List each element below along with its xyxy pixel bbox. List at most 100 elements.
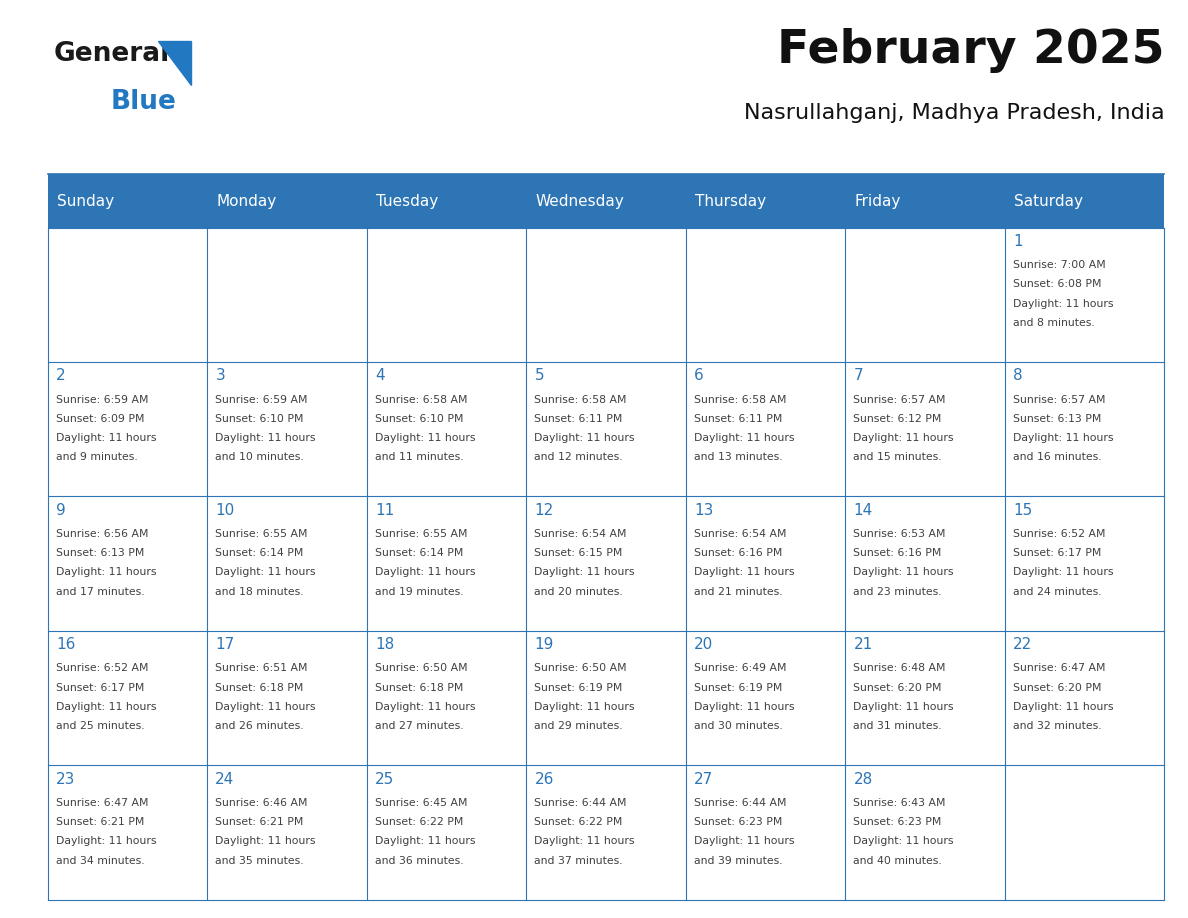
Text: Nasrullahganj, Madhya Pradesh, India: Nasrullahganj, Madhya Pradesh, India: [744, 103, 1164, 123]
Text: and 36 minutes.: and 36 minutes.: [375, 856, 463, 866]
Text: Daylight: 11 hours: Daylight: 11 hours: [1013, 702, 1113, 711]
Text: Sunrise: 6:58 AM: Sunrise: 6:58 AM: [375, 395, 467, 405]
Text: Sunset: 6:13 PM: Sunset: 6:13 PM: [1013, 414, 1101, 424]
Text: Sunset: 6:17 PM: Sunset: 6:17 PM: [56, 683, 144, 692]
Text: 27: 27: [694, 772, 713, 787]
Text: Sunrise: 6:58 AM: Sunrise: 6:58 AM: [694, 395, 786, 405]
Text: Tuesday: Tuesday: [377, 194, 438, 208]
Text: Sunrise: 6:51 AM: Sunrise: 6:51 AM: [215, 664, 308, 673]
Text: Sunrise: 6:53 AM: Sunrise: 6:53 AM: [853, 529, 946, 539]
Text: Daylight: 11 hours: Daylight: 11 hours: [375, 567, 475, 577]
Text: 11: 11: [375, 503, 394, 518]
Text: 24: 24: [215, 772, 234, 787]
Text: Sunset: 6:12 PM: Sunset: 6:12 PM: [853, 414, 942, 424]
Text: Sunset: 6:10 PM: Sunset: 6:10 PM: [215, 414, 304, 424]
Text: Sunset: 6:14 PM: Sunset: 6:14 PM: [375, 548, 463, 558]
Text: Daylight: 11 hours: Daylight: 11 hours: [215, 702, 316, 711]
Text: and 27 minutes.: and 27 minutes.: [375, 722, 463, 731]
Text: 4: 4: [375, 368, 385, 384]
Text: Daylight: 11 hours: Daylight: 11 hours: [215, 433, 316, 443]
Text: and 10 minutes.: and 10 minutes.: [215, 453, 304, 463]
Text: Daylight: 11 hours: Daylight: 11 hours: [56, 433, 157, 443]
Text: Sunrise: 6:54 AM: Sunrise: 6:54 AM: [694, 529, 786, 539]
Text: and 31 minutes.: and 31 minutes.: [853, 722, 942, 731]
Text: and 17 minutes.: and 17 minutes.: [56, 587, 145, 597]
Text: 26: 26: [535, 772, 554, 787]
Text: Sunrise: 6:54 AM: Sunrise: 6:54 AM: [535, 529, 627, 539]
Text: 22: 22: [1013, 637, 1032, 653]
Text: Sunrise: 6:50 AM: Sunrise: 6:50 AM: [535, 664, 627, 673]
Text: Sunrise: 6:56 AM: Sunrise: 6:56 AM: [56, 529, 148, 539]
Text: Daylight: 11 hours: Daylight: 11 hours: [694, 567, 795, 577]
Text: 2: 2: [56, 368, 65, 384]
Text: and 11 minutes.: and 11 minutes.: [375, 453, 463, 463]
Text: Saturday: Saturday: [1015, 194, 1083, 208]
Text: Sunrise: 6:47 AM: Sunrise: 6:47 AM: [56, 798, 148, 808]
Text: Sunrise: 6:49 AM: Sunrise: 6:49 AM: [694, 664, 786, 673]
Text: Sunset: 6:23 PM: Sunset: 6:23 PM: [853, 817, 942, 827]
Text: Sunset: 6:10 PM: Sunset: 6:10 PM: [375, 414, 463, 424]
Text: Sunset: 6:11 PM: Sunset: 6:11 PM: [694, 414, 783, 424]
Text: Daylight: 11 hours: Daylight: 11 hours: [535, 836, 634, 846]
Text: and 20 minutes.: and 20 minutes.: [535, 587, 624, 597]
Text: and 29 minutes.: and 29 minutes.: [535, 722, 623, 731]
Text: Daylight: 11 hours: Daylight: 11 hours: [535, 433, 634, 443]
Text: Sunrise: 6:50 AM: Sunrise: 6:50 AM: [375, 664, 468, 673]
Text: 28: 28: [853, 772, 873, 787]
Text: and 19 minutes.: and 19 minutes.: [375, 587, 463, 597]
Text: Sunrise: 6:52 AM: Sunrise: 6:52 AM: [1013, 529, 1106, 539]
Text: 13: 13: [694, 503, 713, 518]
Text: Sunset: 6:08 PM: Sunset: 6:08 PM: [1013, 279, 1101, 289]
Text: 1: 1: [1013, 234, 1023, 249]
Text: Sunset: 6:22 PM: Sunset: 6:22 PM: [375, 817, 463, 827]
Text: and 9 minutes.: and 9 minutes.: [56, 453, 138, 463]
Text: Sunrise: 6:44 AM: Sunrise: 6:44 AM: [694, 798, 786, 808]
Text: and 21 minutes.: and 21 minutes.: [694, 587, 783, 597]
Text: Sunset: 6:22 PM: Sunset: 6:22 PM: [535, 817, 623, 827]
Text: 5: 5: [535, 368, 544, 384]
Text: Sunrise: 6:45 AM: Sunrise: 6:45 AM: [375, 798, 467, 808]
Polygon shape: [158, 41, 191, 85]
Text: Sunrise: 6:55 AM: Sunrise: 6:55 AM: [215, 529, 308, 539]
Text: Sunset: 6:19 PM: Sunset: 6:19 PM: [535, 683, 623, 692]
Text: Friday: Friday: [854, 194, 901, 208]
Text: Thursday: Thursday: [695, 194, 766, 208]
Text: 6: 6: [694, 368, 703, 384]
Text: Daylight: 11 hours: Daylight: 11 hours: [56, 567, 157, 577]
Text: Sunset: 6:13 PM: Sunset: 6:13 PM: [56, 548, 144, 558]
Text: and 15 minutes.: and 15 minutes.: [853, 453, 942, 463]
Text: Sunset: 6:16 PM: Sunset: 6:16 PM: [853, 548, 942, 558]
Text: 25: 25: [375, 772, 394, 787]
Text: and 39 minutes.: and 39 minutes.: [694, 856, 783, 866]
Text: Daylight: 11 hours: Daylight: 11 hours: [56, 702, 157, 711]
Text: and 30 minutes.: and 30 minutes.: [694, 722, 783, 731]
Text: Sunset: 6:18 PM: Sunset: 6:18 PM: [375, 683, 463, 692]
Text: Sunset: 6:14 PM: Sunset: 6:14 PM: [215, 548, 304, 558]
Text: Daylight: 11 hours: Daylight: 11 hours: [853, 433, 954, 443]
Text: and 32 minutes.: and 32 minutes.: [1013, 722, 1101, 731]
Text: 23: 23: [56, 772, 75, 787]
Text: Daylight: 11 hours: Daylight: 11 hours: [535, 567, 634, 577]
Text: Sunrise: 6:59 AM: Sunrise: 6:59 AM: [215, 395, 308, 405]
Text: Daylight: 11 hours: Daylight: 11 hours: [1013, 567, 1113, 577]
Text: Sunset: 6:17 PM: Sunset: 6:17 PM: [1013, 548, 1101, 558]
Text: 14: 14: [853, 503, 873, 518]
Text: Sunrise: 7:00 AM: Sunrise: 7:00 AM: [1013, 260, 1106, 270]
Text: and 16 minutes.: and 16 minutes.: [1013, 453, 1101, 463]
Text: and 26 minutes.: and 26 minutes.: [215, 722, 304, 731]
Text: Sunset: 6:16 PM: Sunset: 6:16 PM: [694, 548, 783, 558]
Text: Sunset: 6:15 PM: Sunset: 6:15 PM: [535, 548, 623, 558]
Text: Sunrise: 6:43 AM: Sunrise: 6:43 AM: [853, 798, 946, 808]
Text: 18: 18: [375, 637, 394, 653]
Text: 16: 16: [56, 637, 75, 653]
Text: Daylight: 11 hours: Daylight: 11 hours: [694, 433, 795, 443]
Text: Sunrise: 6:59 AM: Sunrise: 6:59 AM: [56, 395, 148, 405]
Text: and 40 minutes.: and 40 minutes.: [853, 856, 942, 866]
Text: 21: 21: [853, 637, 873, 653]
Text: Daylight: 11 hours: Daylight: 11 hours: [375, 702, 475, 711]
Text: General: General: [53, 41, 170, 67]
Text: and 34 minutes.: and 34 minutes.: [56, 856, 145, 866]
Text: and 24 minutes.: and 24 minutes.: [1013, 587, 1101, 597]
Text: Daylight: 11 hours: Daylight: 11 hours: [1013, 433, 1113, 443]
Text: Blue: Blue: [110, 89, 176, 115]
